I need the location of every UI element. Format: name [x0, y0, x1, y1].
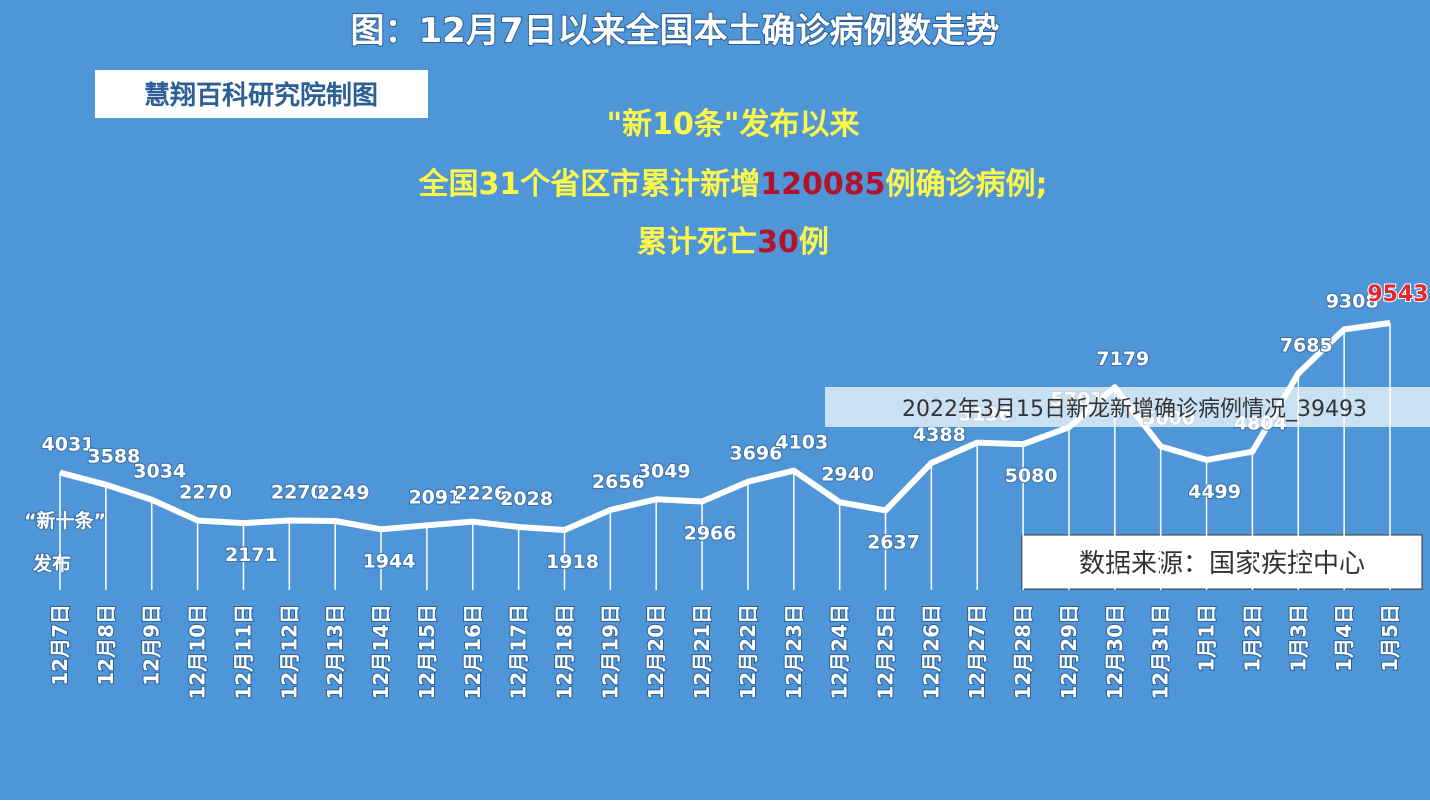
value-label: 2656 — [592, 471, 645, 493]
headline-part: 累计死亡 — [637, 225, 757, 260]
value-label: 2966 — [684, 523, 737, 545]
value-label: 2226 — [454, 483, 507, 505]
headline-part: 全国31个省区市累计新增 — [418, 167, 761, 202]
x-tick-label: 12月9日 — [140, 604, 164, 686]
value-label: 7685 — [1280, 334, 1333, 356]
x-tick-label: 12月27日 — [965, 604, 989, 700]
value-label: 2171 — [225, 544, 278, 566]
x-tick-label: 12月20日 — [644, 604, 668, 700]
value-label: 9543 — [1367, 282, 1428, 307]
headline-part: 例确诊病例; — [886, 167, 1048, 202]
value-label: 1918 — [546, 551, 599, 573]
value-label: 1944 — [363, 550, 416, 572]
x-tick-label: 12月24日 — [828, 604, 852, 700]
x-tick-label: 12月29日 — [1057, 604, 1081, 700]
credit-box — [95, 70, 428, 118]
x-tick-label: 12月21日 — [690, 604, 714, 700]
headline: "新10条"发布以来 — [606, 107, 859, 142]
value-label: 2249 — [317, 482, 370, 504]
x-tick-label: 12月23日 — [782, 604, 806, 700]
x-tick-label: 12月7日 — [48, 604, 72, 686]
value-label: 3696 — [729, 443, 782, 465]
value-label: 2091 — [408, 486, 461, 508]
x-tick-label: 12月31日 — [1149, 604, 1173, 700]
x-tick-label: 12月17日 — [507, 604, 531, 700]
x-tick-label: 12月10日 — [186, 604, 210, 700]
chart-title: 图：12月7日以来全国本土确诊病例数走势 — [351, 11, 1000, 51]
value-label: 4388 — [913, 424, 966, 446]
x-tick-label: 12月15日 — [415, 604, 439, 700]
value-label: 5080 — [1005, 465, 1058, 487]
value-label: 2940 — [821, 463, 874, 485]
value-label: 4499 — [1188, 481, 1241, 503]
x-tick-label: 12月19日 — [598, 604, 622, 700]
line — [59, 320, 1391, 533]
headline-number: 120085 — [760, 167, 885, 202]
value-label: 2270 — [271, 481, 324, 503]
x-tick-label: 12月18日 — [552, 604, 576, 700]
value-label: 3034 — [133, 461, 186, 483]
value-label: 2270 — [179, 481, 232, 503]
x-tick-label: 1月3日 — [1286, 604, 1310, 672]
annotation: 发布 — [32, 552, 71, 575]
x-tick-label: 12月12日 — [277, 604, 301, 700]
value-label: 2637 — [867, 531, 920, 553]
x-tick-label: 12月11日 — [231, 604, 255, 700]
credit: 慧翔百科研究院制图 — [144, 80, 378, 111]
x-tick-label: 12月26日 — [919, 604, 943, 700]
value-label: 3588 — [87, 446, 140, 468]
value-label: 4031 — [42, 434, 95, 456]
x-tick-label: 12月28日 — [1011, 604, 1035, 700]
headline: 全国31个省区市累计新增120085例确诊病例; — [418, 167, 1048, 202]
x-tick-label: 1月4日 — [1332, 604, 1356, 672]
source-box — [1021, 534, 1423, 590]
value-label: 3049 — [638, 460, 691, 482]
headline-part: 例 — [799, 225, 829, 260]
headline: 累计死亡30例 — [637, 225, 829, 260]
watermark-box — [825, 387, 1430, 427]
x-tick-label: 12月25日 — [874, 604, 898, 700]
value-label: 7179 — [1096, 348, 1149, 370]
value-label: 9308 — [1326, 290, 1379, 312]
watermark: 2022年3月15日新龙新增确诊病例情况_39493 — [902, 397, 1367, 422]
value-label: 2028 — [500, 488, 553, 510]
x-tick-label: 12月22日 — [736, 604, 760, 700]
x-tick-label: 12月13日 — [323, 604, 347, 700]
x-tick-label: 1月2日 — [1240, 604, 1264, 672]
value-label: 4103 — [775, 432, 828, 454]
x-tick-label: 1月5日 — [1378, 604, 1402, 672]
annotation: “新十条” — [24, 509, 106, 532]
headline-number: 30 — [757, 225, 799, 260]
x-tick-label: 1月1日 — [1195, 604, 1219, 672]
x-tick-label: 12月14日 — [369, 604, 393, 700]
x-tick-label: 12月30日 — [1103, 604, 1127, 700]
x-tick-label: 12月16日 — [461, 604, 485, 700]
source: 数据来源：国家疾控中心 — [1079, 549, 1365, 579]
x-tick-label: 12月8日 — [94, 604, 118, 686]
